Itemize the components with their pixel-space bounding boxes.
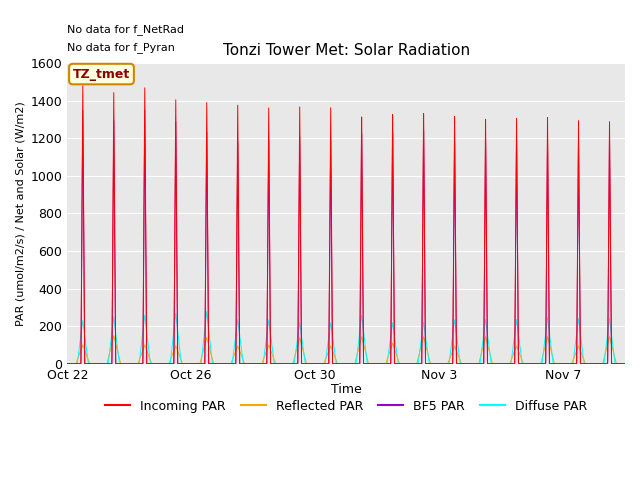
Y-axis label: PAR (umol/m2/s) / Net and Solar (W/m2): PAR (umol/m2/s) / Net and Solar (W/m2)	[15, 101, 25, 326]
Text: No data for f_Pyran: No data for f_Pyran	[67, 42, 175, 53]
Text: No data for f_NetRad: No data for f_NetRad	[67, 24, 184, 35]
Title: Tonzi Tower Met: Solar Radiation: Tonzi Tower Met: Solar Radiation	[223, 43, 470, 58]
Text: TZ_tmet: TZ_tmet	[73, 68, 130, 81]
Legend: Incoming PAR, Reflected PAR, BF5 PAR, Diffuse PAR: Incoming PAR, Reflected PAR, BF5 PAR, Di…	[100, 395, 592, 418]
X-axis label: Time: Time	[331, 383, 362, 396]
